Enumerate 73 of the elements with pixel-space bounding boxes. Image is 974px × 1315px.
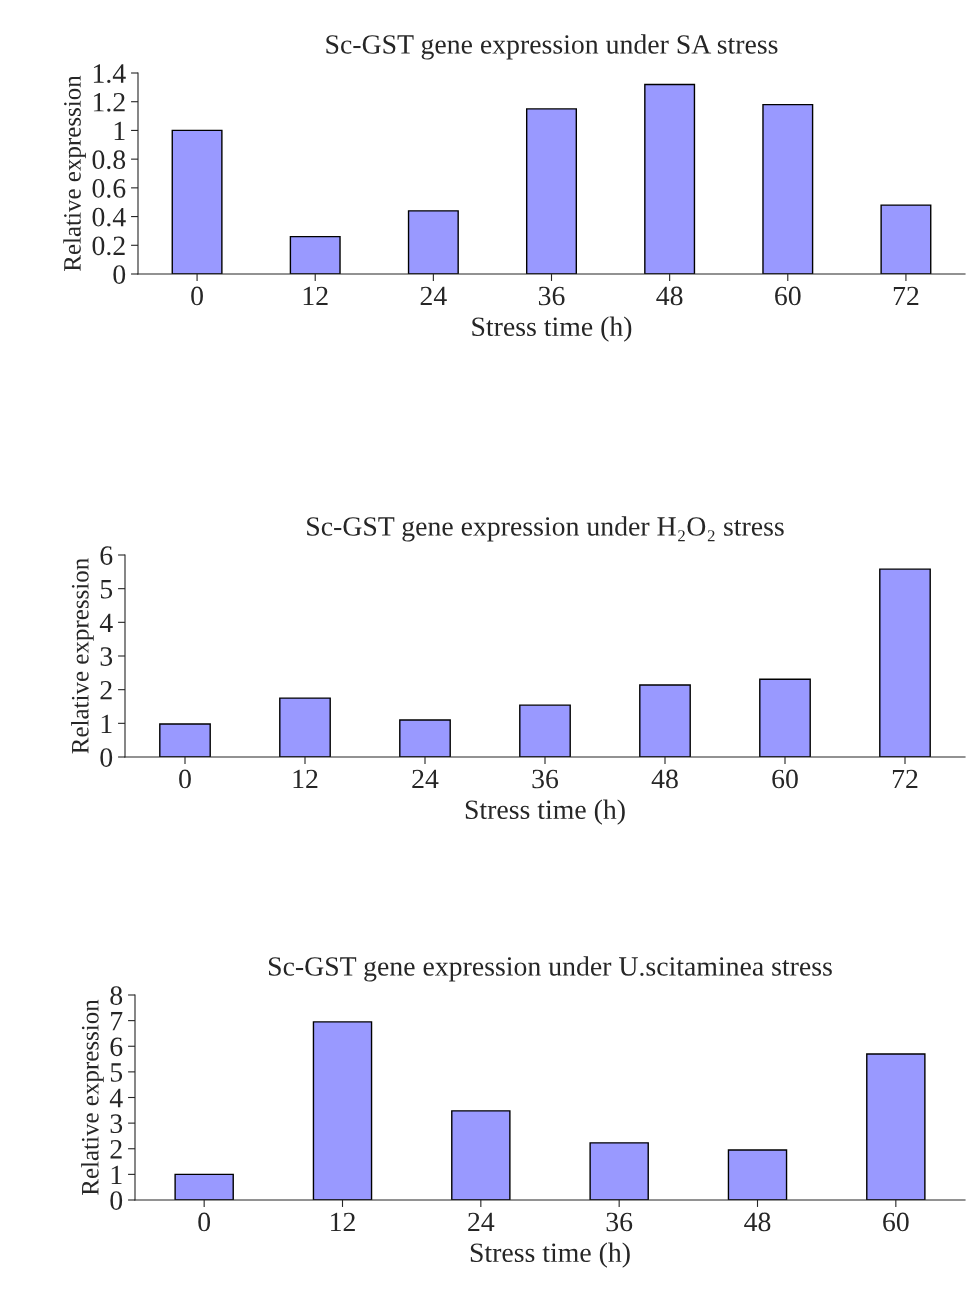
y-tick-label: 0.6 (92, 179, 126, 198)
x-tick-label: 12 (303, 286, 328, 306)
x-tick-label: 12 (293, 769, 318, 789)
y-tick-label: 0.8 (92, 150, 126, 170)
bar (399, 719, 451, 757)
chart-title: Sc-GST gene expression under SA stress (326, 34, 778, 60)
y-tick-label: 6 (100, 546, 113, 565)
y-tick-label: 0.4 (92, 207, 126, 227)
x-tick-label: 24 (412, 769, 439, 789)
x-tick-label: 48 (656, 286, 683, 306)
bar (525, 108, 578, 274)
x-tick-label: 12 (331, 1212, 355, 1232)
y-tick-label: 2 (100, 680, 112, 700)
y-tick-label: 6 (110, 1037, 123, 1057)
x-tick-label: 48 (651, 769, 678, 789)
y-tick-label: 5 (100, 580, 113, 599)
bar (727, 1149, 788, 1200)
y-tick-label: 0.2 (92, 236, 125, 256)
y-tick-label: 3 (110, 1114, 123, 1134)
x-tick-label: 60 (775, 286, 801, 306)
y-tick-label: 0 (100, 748, 113, 767)
x-tick-label: 36 (606, 1212, 633, 1232)
y-tick-label: 1 (114, 121, 125, 141)
x-axis-title: Stress time (h) (472, 316, 632, 342)
y-tick-label: 2 (110, 1139, 122, 1159)
x-tick-label: 60 (772, 769, 798, 789)
y-tick-label: 4 (109, 1088, 123, 1108)
x-tick-label: 48 (744, 1212, 771, 1232)
bar (289, 235, 341, 274)
y-tick-label: 1 (111, 1165, 122, 1185)
x-tick-label: 0 (179, 769, 191, 789)
bar (644, 83, 696, 274)
bar (312, 1021, 373, 1200)
y-tick-label: 3 (100, 647, 113, 666)
x-axis-title: Stress time (h) (465, 799, 625, 825)
y-tick-label: 8 (110, 986, 123, 1005)
y-axis-title: Relative expression (71, 558, 94, 754)
y-axis-title: Relative expression (81, 999, 104, 1196)
y-tick-label: 1 (101, 714, 112, 733)
bar (879, 568, 931, 757)
bar (880, 204, 932, 274)
y-axis-title: Relative expression (63, 75, 86, 272)
y-tick-label: 0 (110, 1191, 123, 1210)
bar (407, 210, 459, 274)
bar (451, 1110, 511, 1200)
bar (159, 723, 211, 757)
bar (759, 678, 811, 757)
x-tick-label: 24 (468, 1212, 495, 1232)
bar (639, 684, 691, 757)
bar (519, 704, 571, 757)
x-tick-label: 72 (892, 769, 918, 789)
y-tick-label: 4 (99, 613, 113, 632)
y-tick-label: 7 (111, 1012, 123, 1031)
x-tick-label: 72 (893, 286, 919, 306)
chart-title: Sc-GST gene expression under U.scitaminea stress (268, 956, 832, 982)
bar (279, 697, 331, 757)
x-axis-title: Stress time (h) (470, 1242, 630, 1268)
bar (589, 1142, 649, 1200)
bar (171, 129, 223, 274)
x-tick-label: 36 (532, 769, 559, 789)
x-tick-label: 24 (420, 286, 447, 306)
x-tick-label: 0 (198, 1212, 211, 1232)
chart-title: Sc-GST gene expression under H₂O₂ stress (307, 516, 784, 542)
y-tick-label: 1.2 (93, 92, 125, 112)
y-tick-label: 1.4 (93, 64, 126, 84)
x-tick-label: 36 (538, 286, 565, 306)
y-tick-label: 5 (110, 1063, 123, 1082)
bar (762, 103, 814, 274)
x-tick-label: 60 (883, 1212, 909, 1232)
bar (174, 1173, 234, 1200)
bar (866, 1053, 926, 1200)
y-tick-label: 0 (113, 265, 126, 284)
x-tick-label: 0 (191, 286, 203, 306)
